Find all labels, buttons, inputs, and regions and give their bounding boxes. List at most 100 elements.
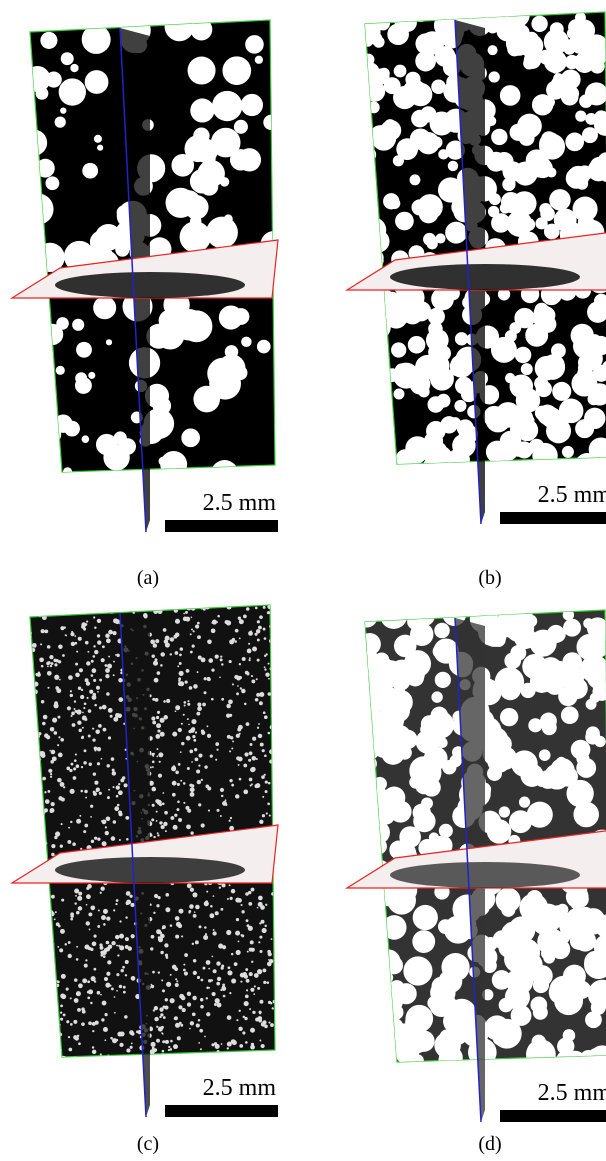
pore (51, 852, 55, 857)
pore (577, 365, 594, 382)
pore (365, 446, 379, 460)
pore (77, 906, 83, 911)
pore (192, 892, 198, 898)
pore (272, 999, 275, 1004)
pore (151, 818, 155, 822)
pore (90, 659, 94, 663)
pore (216, 808, 220, 812)
pore (48, 768, 53, 773)
pore (217, 614, 220, 618)
pore (194, 940, 199, 945)
pore (248, 758, 252, 762)
pore (220, 1043, 223, 1045)
pore (96, 781, 99, 783)
pore (587, 301, 606, 323)
pore (191, 628, 193, 631)
pore (30, 66, 51, 93)
pore (254, 784, 259, 789)
pore (173, 1016, 178, 1021)
pore (380, 120, 402, 141)
pore (108, 788, 111, 791)
pore (179, 647, 184, 651)
scale-label: 2.5 mm (203, 490, 277, 516)
pore (205, 997, 208, 1000)
pore (113, 996, 116, 998)
pore (157, 896, 161, 900)
pore (534, 302, 549, 317)
pore (74, 635, 77, 638)
pore (438, 1051, 457, 1062)
pore (35, 966, 40, 971)
pore (105, 339, 113, 346)
pore (71, 723, 76, 727)
pore (206, 677, 211, 682)
pore (60, 107, 67, 114)
pore (369, 32, 383, 46)
pore (196, 975, 201, 979)
pore (86, 696, 89, 699)
pore (32, 933, 37, 938)
pore (207, 809, 210, 812)
pore (92, 1030, 95, 1033)
pore (176, 1036, 181, 1041)
pore (100, 953, 104, 957)
pore (42, 721, 46, 726)
pore (49, 932, 52, 934)
pore (151, 803, 155, 807)
pore (110, 1036, 113, 1040)
pore (175, 921, 182, 927)
pore (525, 323, 549, 347)
pore (509, 123, 527, 141)
pore (380, 610, 408, 629)
pore (198, 925, 202, 929)
pore (44, 791, 47, 794)
pore (365, 915, 384, 944)
pore (163, 715, 168, 720)
pore (111, 940, 116, 946)
pore (39, 657, 44, 663)
pore (105, 816, 111, 822)
pore (91, 941, 97, 947)
pore (225, 803, 228, 806)
pore (210, 127, 241, 158)
pore (119, 920, 122, 923)
pore (130, 934, 135, 939)
pore (129, 1045, 133, 1049)
pore (93, 616, 96, 619)
pore (545, 132, 559, 146)
pore (61, 994, 67, 1000)
pore (50, 662, 54, 665)
pore (192, 995, 197, 1001)
pore (93, 678, 97, 682)
pore (219, 787, 225, 792)
pore (81, 622, 87, 628)
pore (30, 705, 32, 708)
pore (206, 216, 238, 249)
pore (389, 840, 409, 860)
pore (413, 1054, 424, 1062)
pore (272, 629, 275, 633)
pore (258, 1010, 262, 1014)
pore (120, 778, 125, 783)
pore (454, 399, 467, 412)
pore (523, 57, 536, 70)
pore (152, 660, 159, 666)
pore (574, 929, 597, 952)
pore (240, 980, 243, 983)
pore (581, 127, 598, 144)
pore (54, 116, 66, 128)
pore (114, 619, 120, 625)
pore (229, 992, 232, 995)
pore (151, 766, 154, 768)
pore (198, 764, 201, 767)
pore (218, 943, 224, 949)
pore (232, 740, 235, 743)
pore (84, 789, 88, 794)
pore (187, 56, 216, 85)
pore (47, 661, 51, 665)
pore (544, 96, 555, 108)
pore (571, 171, 582, 182)
pore (188, 686, 193, 690)
pore (367, 101, 380, 114)
pore (365, 222, 371, 233)
